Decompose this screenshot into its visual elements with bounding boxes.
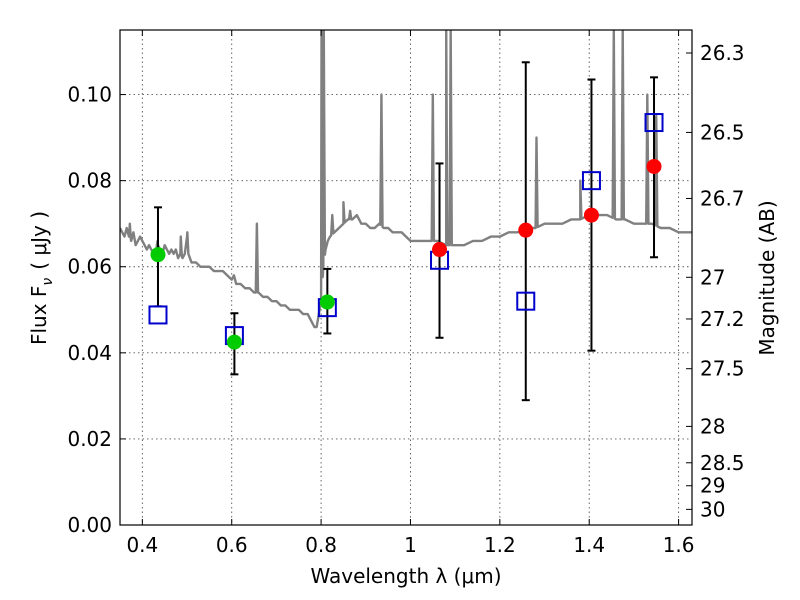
y-axis-label-unit: ( μJy ) xyxy=(27,211,51,270)
observed-point-red xyxy=(583,207,599,223)
y-axis-label: Flux Fν ( μJy ) xyxy=(27,211,56,345)
plot-area xyxy=(120,30,692,329)
y2-axis-label: Magnitude (AB) xyxy=(755,200,779,355)
axis-ticks: 0.4 0.6 0.8 1 1.2 1.4 1.6 0.00 0.02 0.04 0.06 0.08 0… xyxy=(67,30,745,557)
svg-text:Magnitude (AB): Magnitude (AB) xyxy=(755,200,779,355)
observed-point-red xyxy=(432,242,448,258)
x-tick-label: 0.6 xyxy=(216,533,248,557)
model-flux-square xyxy=(148,305,168,325)
y2-tick-label: 28 xyxy=(700,414,725,438)
y2-tick-label: 30 xyxy=(700,497,725,521)
x-tick-label: 0.4 xyxy=(126,533,158,557)
y2-tick-label: 28.5 xyxy=(700,451,745,475)
model-flux-square xyxy=(581,171,601,191)
y2-tick-label: 26.7 xyxy=(700,186,745,210)
observed-point-green xyxy=(150,247,166,263)
model-flux-square xyxy=(516,291,536,311)
grid xyxy=(120,30,692,526)
observed-point-red xyxy=(646,158,662,174)
x-axis-label: Wavelength λ (μm) xyxy=(310,564,501,588)
y-axis-label-subscript: ν xyxy=(40,278,56,286)
y2-tick-label: 26.3 xyxy=(700,41,745,65)
y-tick-label: 0.02 xyxy=(67,427,112,451)
plot-frame xyxy=(119,29,693,526)
observed-point-green xyxy=(226,334,242,350)
y-tick-label: 0.00 xyxy=(67,513,112,537)
x-tick-label: 1.6 xyxy=(663,533,695,557)
x-tick-label: 1 xyxy=(404,533,417,557)
y-tick-label: 0.06 xyxy=(67,255,112,279)
svg-text:Flux Fν( μJy ): Flux Fν ( μJy ) xyxy=(27,211,56,345)
x-tick-label: 0.8 xyxy=(305,533,337,557)
y-tick-label: 0.08 xyxy=(67,169,112,193)
observed-point-red xyxy=(518,222,534,238)
y2-tick-label: 27.5 xyxy=(700,357,745,381)
model-spectrum-line xyxy=(120,30,692,329)
y-tick-label: 0.04 xyxy=(67,341,112,365)
model-flux-square xyxy=(644,113,664,133)
y2-tick-label: 27 xyxy=(700,265,725,289)
observed-point-green xyxy=(319,294,335,310)
x-tick-label: 1.4 xyxy=(573,533,605,557)
y-tick-label: 0.10 xyxy=(67,83,112,107)
y2-tick-label: 27.2 xyxy=(700,307,745,331)
y-axis-label-text: Flux F xyxy=(27,286,51,345)
y2-tick-label: 26.5 xyxy=(700,120,745,144)
data-points xyxy=(148,61,664,402)
x-tick-label: 1.2 xyxy=(484,533,516,557)
y2-tick-label: 29 xyxy=(700,474,725,498)
